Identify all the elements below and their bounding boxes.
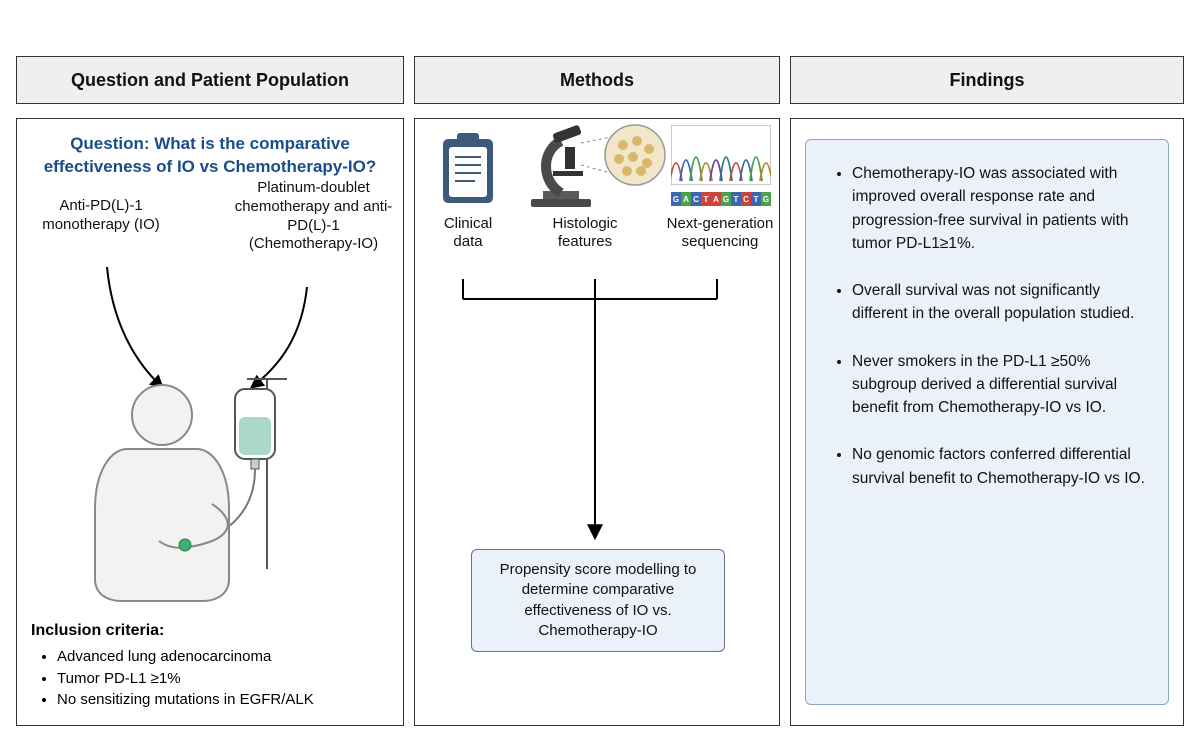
panel-findings: Chemotherapy-IO was associated with impr… xyxy=(790,118,1184,726)
findings-box: Chemotherapy-IO was associated with impr… xyxy=(805,139,1169,705)
methods-flow-arrow xyxy=(415,269,781,559)
inclusion-list: Advanced lung adenocarcinoma Tumor PD-L1… xyxy=(31,646,391,711)
panel-question: Question: What is the comparative effect… xyxy=(16,118,404,726)
sequence-letter: T xyxy=(731,192,741,206)
header-methods-label: Methods xyxy=(560,70,634,91)
clipboard-icon xyxy=(435,129,501,209)
method-label: Next-generation sequencing xyxy=(665,215,775,251)
header-question-label: Question and Patient Population xyxy=(71,70,349,91)
inclusion-item: Advanced lung adenocarcinoma xyxy=(57,646,391,668)
inclusion-block: Inclusion criteria: Advanced lung adenoc… xyxy=(31,622,391,711)
findings-list: Chemotherapy-IO was associated with impr… xyxy=(832,162,1148,490)
sequence-letter: A xyxy=(711,192,721,206)
finding-item: No genomic factors conferred differentia… xyxy=(852,443,1148,490)
microscope-icon xyxy=(523,121,673,213)
method-label: Histologic features xyxy=(535,215,635,251)
inclusion-title: Inclusion criteria: xyxy=(31,622,391,640)
inclusion-item: Tumor PD-L1 ≥1% xyxy=(57,668,391,690)
method-label: Clinical data xyxy=(429,215,507,251)
header-methods: Methods xyxy=(414,56,780,104)
header-question: Question and Patient Population xyxy=(16,56,404,104)
finding-item: Never smokers in the PD-L1 ≥50% subgroup… xyxy=(852,350,1148,420)
inclusion-item: No sensitizing mutations in EGFR/ALK xyxy=(57,689,391,711)
finding-item: Chemotherapy-IO was associated with impr… xyxy=(852,162,1148,255)
sequencing-icon: GACTAGTCTG xyxy=(671,125,771,206)
sequence-letter: G xyxy=(761,192,771,206)
patient-iv-icon xyxy=(67,369,327,609)
panel-methods: GACTAGTCTG Clinical data Histologic feat… xyxy=(414,118,780,726)
sequence-letter: C xyxy=(691,192,701,206)
sequence-letter: G xyxy=(671,192,681,206)
methods-result-box: Propensity score modelling to determine … xyxy=(471,549,725,652)
finding-item: Overall survival was not significantly d… xyxy=(852,279,1148,326)
header-findings-label: Findings xyxy=(950,70,1025,91)
sequence-letter: C xyxy=(741,192,751,206)
infographic-canvas: Question and Patient Population Methods … xyxy=(0,0,1200,755)
sequence-letter: G xyxy=(721,192,731,206)
header-findings: Findings xyxy=(790,56,1184,104)
sequence-letter: T xyxy=(751,192,761,206)
sequence-letter: T xyxy=(701,192,711,206)
sequence-letter: A xyxy=(681,192,691,206)
